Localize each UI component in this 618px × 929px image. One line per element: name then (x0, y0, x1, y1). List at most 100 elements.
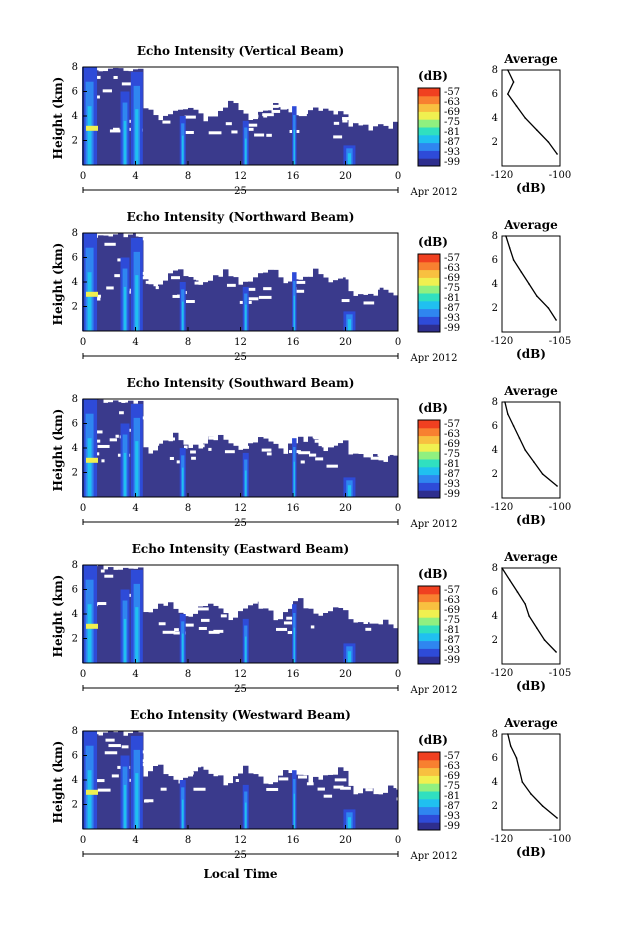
data-gap (162, 437, 175, 441)
echo-column (318, 446, 324, 497)
echo-column (98, 71, 104, 165)
colorbar-swatch (418, 775, 440, 784)
data-gap (361, 261, 374, 265)
echo-column (303, 113, 309, 165)
data-gap (200, 618, 210, 622)
data-gap (109, 129, 121, 133)
colorbar-swatch (418, 490, 440, 499)
data-gap (371, 404, 378, 408)
echo-column (373, 622, 379, 663)
data-gap (194, 281, 200, 285)
colorbar-tick-label: -75 (444, 449, 460, 460)
echo-column (153, 608, 159, 663)
echo-column (193, 771, 199, 829)
profile-point (518, 769, 521, 771)
echo-column (268, 784, 274, 829)
colorbar-swatch (418, 783, 440, 792)
colorbar-swatch (418, 767, 440, 776)
data-gap (142, 237, 148, 241)
profile-x-tick-label: -120 (491, 668, 513, 679)
data-gap (275, 67, 285, 71)
data-gap (345, 276, 358, 280)
profile-y-tick-label: 2 (492, 469, 498, 480)
data-gap (261, 758, 268, 762)
colorbar-swatch (418, 277, 440, 286)
echo-column (278, 448, 284, 497)
data-gap (155, 286, 159, 290)
colorbar-swatch (418, 451, 440, 460)
echo-column (363, 457, 369, 497)
echo-column (198, 448, 204, 497)
echo-column (188, 776, 194, 829)
x-tick-label: 12 (234, 503, 247, 514)
echo-column (368, 130, 374, 165)
data-gap (318, 602, 322, 606)
echo-column (158, 764, 164, 829)
profile-y-tick-label: 6 (492, 255, 498, 266)
echo-column (228, 443, 234, 497)
data-gap (396, 797, 407, 801)
data-gap (106, 286, 114, 290)
colorbar-tick-label: -99 (444, 655, 460, 666)
profile-x-tick-label: -120 (491, 336, 513, 347)
data-gap (262, 261, 275, 265)
data-gap (181, 131, 194, 135)
colorbar-swatch (418, 806, 440, 815)
profile-point (555, 651, 557, 653)
data-gap (226, 283, 236, 287)
echo-column (368, 293, 374, 331)
data-gap (104, 242, 116, 246)
echo-plume-peak (347, 485, 352, 497)
profile-title: Average (503, 384, 558, 398)
colorbar-tick-label: -57 (444, 751, 460, 762)
colorbar-tick-label: -93 (444, 479, 460, 490)
echo-plume-peak (244, 304, 247, 331)
colorbar-unit: (dB) (418, 235, 448, 249)
echo-column (98, 565, 104, 663)
echo-column (258, 273, 264, 331)
profile-point (518, 437, 521, 439)
data-gap (147, 439, 155, 443)
panel-title: Echo Intensity (Northward Beam) (127, 210, 355, 224)
echo-plume-peak (181, 633, 184, 663)
data-gap (140, 271, 152, 275)
echo-column (163, 774, 169, 829)
profile-point (524, 603, 526, 605)
echo-column (383, 461, 389, 497)
y-tick-label: 2 (72, 136, 78, 147)
data-gap (249, 574, 256, 578)
data-gap (321, 444, 334, 448)
colorbar-tick-label: -69 (444, 439, 460, 450)
data-gap (173, 631, 186, 635)
echo-column (378, 794, 384, 829)
y-tick-label: 8 (72, 228, 78, 239)
data-gap (343, 607, 354, 611)
data-gap (197, 265, 202, 269)
data-gap (265, 427, 278, 431)
echo-column (373, 295, 379, 331)
data-gap (314, 410, 321, 414)
echo-column (203, 121, 209, 165)
data-gap (283, 106, 288, 110)
x-tick-label: 4 (132, 669, 138, 680)
colorbar-frame (417, 751, 441, 831)
colorbar-swatch (418, 293, 440, 302)
bright-layer (86, 291, 98, 297)
data-gap (306, 782, 314, 786)
echo-column (353, 295, 359, 331)
y-tick-label: 4 (72, 443, 78, 454)
profile-point (524, 449, 526, 451)
y-tick-label: 6 (72, 87, 78, 98)
data-gap (194, 566, 204, 570)
data-gap (261, 448, 272, 452)
data-gap (160, 787, 167, 791)
echo-column (218, 434, 224, 497)
profile-point (556, 817, 558, 819)
echo-column (208, 436, 214, 497)
echo-column (98, 735, 104, 829)
x-tick-label: 12 (234, 669, 247, 680)
data-gap (104, 751, 118, 755)
echo-column (333, 114, 339, 165)
x-tick-label: 8 (185, 669, 191, 680)
data-gap (279, 565, 286, 569)
